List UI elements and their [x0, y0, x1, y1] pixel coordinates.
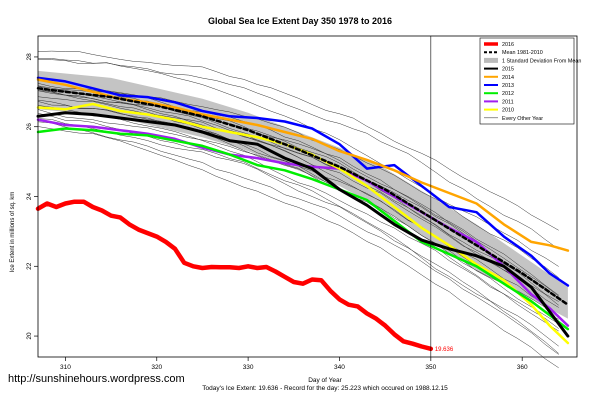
legend-label: Every Other Year — [502, 116, 543, 122]
every-other-year-line — [37, 126, 559, 369]
x-tick-label: 340 — [334, 364, 345, 371]
footer-text: Today's Ice Extent: 19.636 - Record for … — [202, 385, 448, 392]
legend-label: Mean 1981-2010 — [502, 50, 543, 56]
every-other-year-line — [37, 121, 559, 355]
watermark-url: http://sunshinehours.wordpress.com — [8, 373, 185, 385]
legend-label: 2010 — [502, 108, 514, 114]
series-line-2015 — [36, 111, 570, 338]
every-other-year-line — [37, 87, 559, 302]
every-other-year-line — [37, 58, 559, 267]
legend-label: 2015 — [502, 67, 514, 73]
series-line-2013 — [36, 76, 570, 287]
legend-label: 2016 — [502, 42, 514, 48]
every-other-year-line — [37, 86, 559, 278]
x-tick-label: 330 — [243, 364, 254, 371]
x-tick-label: 320 — [151, 364, 162, 371]
x-tick-label: 310 — [60, 364, 71, 371]
legend: 2016 Mean 1981-2010 1 Standard Deviation F… — [479, 37, 581, 125]
every-other-year-line — [37, 83, 559, 297]
every-other-year-line — [37, 118, 559, 347]
legend-label: 2012 — [502, 91, 514, 97]
axes: 310 320 330 340 350 360 20 22 24 26 28 — [26, 35, 578, 371]
every-other-year-line — [37, 50, 559, 231]
series-line-2011 — [36, 118, 570, 327]
every-other-year-lines — [37, 50, 559, 369]
every-other-year-line — [37, 90, 559, 316]
x-tick-label: 350 — [425, 364, 436, 371]
y-tick-label: 24 — [26, 193, 33, 201]
y-tick-label: 28 — [26, 53, 33, 61]
legend-swatch — [484, 57, 498, 63]
y-tick-label: 20 — [26, 332, 33, 340]
x-axis-label: Day of Year — [308, 377, 342, 384]
every-other-year-line — [37, 109, 559, 325]
series-line-2012 — [36, 127, 570, 331]
series-lines — [35, 76, 570, 352]
y-tick-label: 26 — [26, 123, 33, 131]
series-line-mean-1981-2010 — [36, 87, 570, 306]
legend-label: 2011 — [502, 99, 514, 105]
legend-label: 2013 — [502, 83, 514, 89]
x-tick-label: 360 — [517, 364, 528, 371]
every-other-year-line — [37, 80, 559, 296]
last-value-label: 19.636 — [435, 347, 454, 353]
every-other-year-line — [37, 105, 559, 329]
chart-title: Global Sea Ice Extent Day 350 1978 to 20… — [208, 16, 392, 26]
every-other-year-line — [37, 96, 559, 306]
legend-label: 2014 — [502, 75, 514, 81]
legend-label: 1 Standard Deviation From Mean — [502, 58, 581, 64]
every-other-year-line — [38, 58, 559, 250]
series-line-2016 — [35, 199, 434, 352]
y-tick-label: 22 — [26, 262, 33, 270]
y-axis-label: Ice Extent in millions of sq. km — [10, 192, 16, 273]
